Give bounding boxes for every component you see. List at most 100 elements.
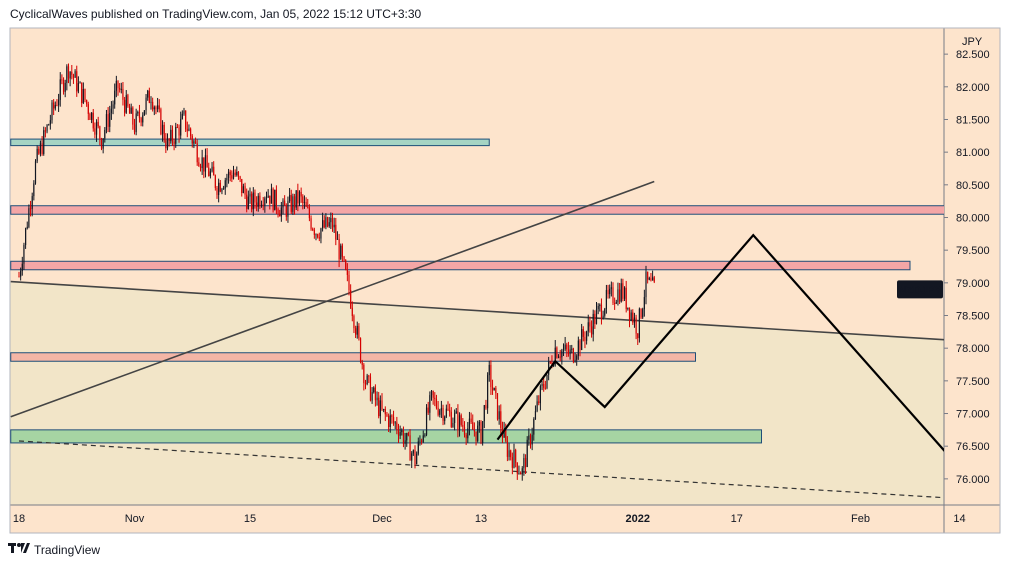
candle-body bbox=[371, 392, 373, 401]
candle-body bbox=[128, 106, 131, 114]
candle-body bbox=[638, 308, 640, 339]
candle-body bbox=[39, 143, 42, 154]
candle-body bbox=[571, 348, 573, 350]
footer: TradingView bbox=[8, 542, 100, 557]
candle-body bbox=[227, 171, 230, 178]
candle-body bbox=[148, 90, 150, 103]
candle-body bbox=[582, 329, 584, 337]
candle-body bbox=[491, 387, 494, 391]
candle-body bbox=[165, 140, 167, 149]
candle-body bbox=[110, 108, 112, 113]
candle-body bbox=[67, 66, 70, 79]
tradingview-logo-icon bbox=[8, 542, 30, 557]
candle-body bbox=[595, 309, 598, 324]
candle-body bbox=[21, 263, 23, 272]
y-tick-label: 82.000 bbox=[956, 82, 990, 94]
candle-body bbox=[490, 364, 492, 388]
candle-body bbox=[402, 430, 405, 444]
candle-body bbox=[366, 375, 368, 385]
candle-body bbox=[619, 289, 621, 302]
candle-body bbox=[635, 317, 637, 334]
candle-body bbox=[335, 224, 337, 240]
currency-label: JPY bbox=[962, 36, 983, 48]
candle-body bbox=[503, 429, 505, 438]
candle-body bbox=[242, 186, 244, 194]
candle-body bbox=[84, 89, 86, 101]
candle-body bbox=[272, 188, 274, 211]
axes-layer: 82.500 82.000 81.500 81.000 80.500 80.000 79.5… bbox=[13, 36, 990, 525]
resistance-zone-2 bbox=[10, 205, 944, 215]
y-tick-label: 79.000 bbox=[956, 278, 990, 290]
candle-body bbox=[279, 213, 281, 217]
candle-body bbox=[394, 422, 396, 424]
candle-body bbox=[574, 359, 576, 362]
candle-body bbox=[566, 344, 568, 350]
candle-body bbox=[270, 188, 273, 204]
candle-body bbox=[594, 313, 596, 324]
candle-body bbox=[500, 411, 502, 429]
candle-body bbox=[69, 71, 71, 79]
resistance-zone-1 bbox=[10, 138, 490, 147]
y-tick-label: 77.500 bbox=[956, 376, 990, 388]
candle-body bbox=[112, 104, 114, 109]
x-tick-label: 15 bbox=[244, 513, 256, 525]
candle-body bbox=[249, 193, 251, 197]
candle-body bbox=[488, 364, 490, 376]
candle-body bbox=[538, 401, 540, 404]
publish-header: CyclicalWaves published on TradingView.c… bbox=[10, 7, 422, 21]
candle-body bbox=[356, 325, 358, 335]
candle-body bbox=[56, 104, 58, 106]
candle-body bbox=[599, 304, 601, 306]
candle-body bbox=[581, 329, 583, 351]
candle-body bbox=[241, 178, 243, 194]
candle-body bbox=[155, 107, 157, 110]
candle-body bbox=[587, 322, 589, 332]
candle-body bbox=[330, 218, 332, 223]
candle-body bbox=[269, 195, 271, 204]
candle-body bbox=[38, 148, 40, 154]
candle-body bbox=[287, 201, 289, 217]
candle-body bbox=[194, 141, 197, 144]
candle-body bbox=[196, 143, 198, 163]
candle-body bbox=[353, 316, 355, 329]
candle-body bbox=[548, 361, 550, 375]
candle-body bbox=[622, 283, 624, 299]
candle-body bbox=[206, 155, 208, 168]
candle-body bbox=[105, 114, 108, 131]
candle-body bbox=[336, 238, 339, 240]
candle-body bbox=[487, 375, 489, 409]
candle-body bbox=[46, 125, 48, 132]
candle-body bbox=[359, 338, 362, 363]
candle-body bbox=[396, 422, 398, 431]
candle-body bbox=[201, 157, 203, 169]
candle-body bbox=[221, 189, 223, 192]
candle-body bbox=[350, 290, 352, 308]
candle-body bbox=[407, 433, 409, 436]
candle-body bbox=[256, 202, 258, 207]
candle-body bbox=[374, 387, 376, 401]
x-tick-label: 13 bbox=[475, 513, 487, 525]
candle-body bbox=[168, 138, 170, 142]
candle-body bbox=[623, 287, 626, 299]
candle-body bbox=[275, 189, 277, 210]
candle-body bbox=[161, 124, 164, 135]
candle-body bbox=[383, 409, 385, 411]
candle-body bbox=[368, 375, 370, 377]
candle-body bbox=[185, 110, 187, 130]
candle-body bbox=[556, 347, 558, 358]
candle-body bbox=[447, 408, 449, 411]
candle-body bbox=[152, 101, 154, 110]
candle-body bbox=[483, 405, 485, 422]
candle-body bbox=[482, 421, 484, 443]
candle-body bbox=[178, 127, 180, 136]
candle-body bbox=[160, 109, 162, 135]
candle-body bbox=[460, 415, 462, 425]
candle-body bbox=[567, 349, 570, 355]
candle-body bbox=[376, 397, 378, 401]
candle-body bbox=[140, 118, 142, 123]
candle-body bbox=[232, 172, 235, 179]
candle-body bbox=[183, 110, 185, 114]
candle-body bbox=[590, 326, 593, 335]
y-tick-label: 76.500 bbox=[956, 441, 990, 453]
